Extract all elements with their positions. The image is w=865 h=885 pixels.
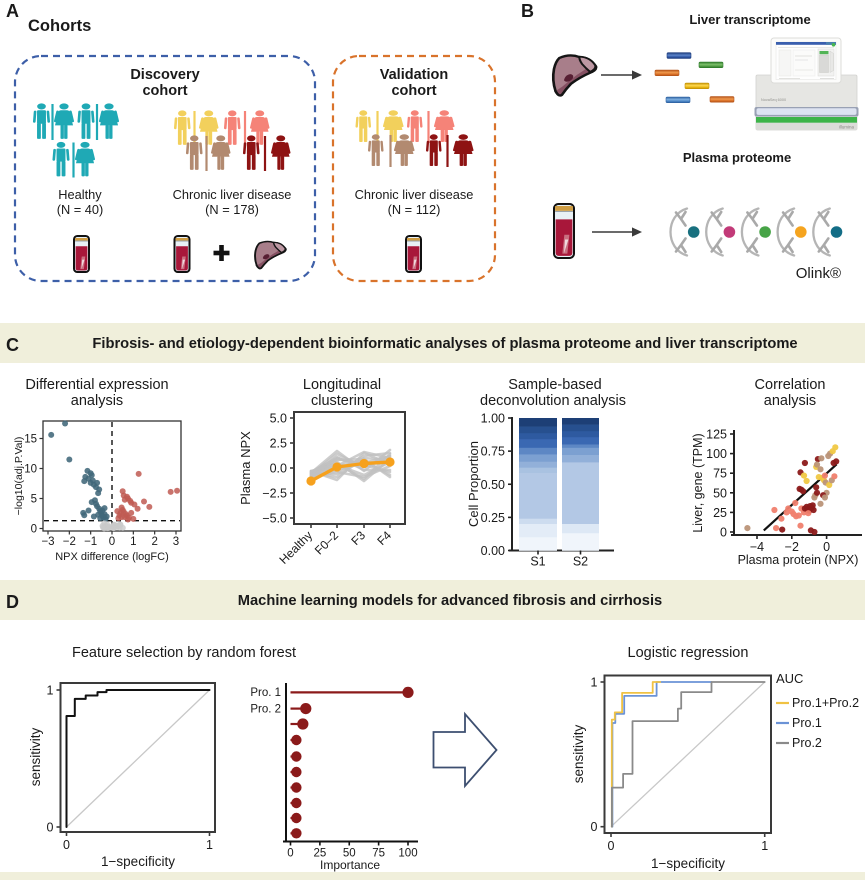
svg-text:25: 25 (713, 506, 727, 520)
svg-text:125: 125 (706, 428, 727, 442)
svg-text:Machine learning models for ad: Machine learning models for advanced fib… (238, 593, 662, 609)
svg-text:Liver transcriptome: Liver transcriptome (689, 12, 810, 27)
svg-text:Discovery: Discovery (130, 67, 199, 83)
svg-text:deconvolution analysis: deconvolution analysis (480, 393, 626, 409)
svg-text:0: 0 (823, 540, 830, 554)
svg-text:cohort: cohort (391, 83, 436, 99)
svg-text:5: 5 (31, 494, 37, 506)
svg-text:AUC: AUC (776, 671, 803, 686)
svg-text:75: 75 (713, 467, 727, 481)
svg-text:−2: −2 (63, 536, 76, 548)
svg-text:Liver, gene (TPM): Liver, gene (TPM) (691, 433, 705, 532)
svg-text:0.00: 0.00 (481, 544, 505, 558)
svg-text:1: 1 (206, 838, 213, 852)
svg-text:Cohorts: Cohorts (28, 17, 91, 35)
svg-text:clustering: clustering (311, 393, 373, 409)
svg-text:NovaSeq 6000: NovaSeq 6000 (761, 98, 786, 102)
svg-text:−log10(adj.P.Val): −log10(adj.P.Val) (13, 437, 25, 516)
svg-text:15: 15 (24, 434, 37, 446)
svg-text:−2: −2 (785, 540, 799, 554)
svg-text:sensitivity: sensitivity (571, 724, 586, 783)
svg-text:−5.0: −5.0 (262, 512, 287, 526)
svg-text:Chronic liver disease: Chronic liver disease (355, 187, 474, 202)
svg-text:cohort: cohort (142, 83, 187, 99)
svg-text:Plasma protein (NPX): Plasma protein (NPX) (738, 553, 859, 567)
svg-text:50: 50 (713, 486, 727, 500)
svg-text:Differential expression: Differential expression (25, 377, 168, 393)
svg-text:−2.5: −2.5 (262, 487, 287, 501)
svg-text:NPX difference (logFC): NPX difference (logFC) (55, 551, 169, 563)
svg-text:0: 0 (109, 536, 115, 548)
svg-text:Longitudinal: Longitudinal (303, 377, 381, 393)
svg-text:0: 0 (720, 526, 727, 540)
svg-text:D: D (6, 592, 19, 612)
svg-text:Plasma NPX: Plasma NPX (238, 431, 253, 505)
svg-text:Importance: Importance (320, 858, 380, 872)
svg-text:0: 0 (31, 524, 37, 536)
svg-text:Pro.2: Pro.2 (792, 736, 822, 750)
svg-text:analysis: analysis (71, 393, 123, 409)
svg-text:Validation: Validation (380, 67, 449, 83)
svg-text:Pro.1: Pro.1 (792, 716, 822, 730)
svg-text:0.0: 0.0 (270, 462, 287, 476)
svg-text:1: 1 (761, 839, 768, 853)
svg-text:Pro.1+Pro.2: Pro.1+Pro.2 (792, 696, 859, 710)
svg-text:−3: −3 (41, 536, 54, 548)
svg-text:analysis: analysis (764, 393, 816, 409)
svg-text:Healthy: Healthy (58, 187, 102, 202)
svg-text:75: 75 (372, 848, 385, 860)
svg-text:100: 100 (706, 447, 727, 461)
svg-text:2: 2 (151, 536, 157, 548)
svg-text:0.50: 0.50 (481, 478, 505, 492)
svg-text:Plasma proteome: Plasma proteome (683, 150, 791, 165)
svg-text:Correlation: Correlation (755, 377, 826, 393)
svg-text:C: C (6, 335, 19, 355)
svg-text:1: 1 (591, 676, 598, 690)
svg-text:Feature selection by random fo: Feature selection by random forest (72, 645, 296, 661)
svg-text:(N = 178): (N = 178) (205, 202, 259, 217)
svg-text:2.5: 2.5 (270, 437, 287, 451)
svg-text:Fibrosis- and etiology-depende: Fibrosis- and etiology-dependent bioinfo… (92, 336, 797, 352)
svg-text:0: 0 (47, 821, 54, 835)
svg-text:0.25: 0.25 (481, 511, 505, 525)
svg-text:Pro. 2: Pro. 2 (250, 704, 281, 716)
svg-text:S1: S1 (530, 555, 545, 569)
svg-text:A: A (6, 1, 19, 21)
svg-text:S2: S2 (573, 555, 588, 569)
svg-text:Cell Proportion: Cell Proportion (466, 441, 481, 527)
svg-text:Logistic regression: Logistic regression (628, 645, 749, 661)
svg-text:0: 0 (63, 838, 70, 852)
svg-text:0.75: 0.75 (481, 445, 505, 459)
svg-text:3: 3 (173, 536, 179, 548)
svg-text:1−specificity: 1−specificity (101, 854, 175, 869)
svg-text:Olink®: Olink® (796, 265, 841, 282)
svg-text:B: B (521, 1, 534, 21)
svg-text:illumina: illumina (839, 125, 855, 130)
svg-text:0: 0 (608, 839, 615, 853)
svg-text:(N = 40): (N = 40) (57, 202, 104, 217)
svg-text:Chronic liver disease: Chronic liver disease (173, 187, 292, 202)
svg-text:0: 0 (287, 848, 293, 860)
svg-text:1−specificity: 1−specificity (651, 856, 725, 871)
svg-text:0: 0 (591, 820, 598, 834)
svg-text:25: 25 (313, 848, 326, 860)
svg-text:1.00: 1.00 (481, 412, 505, 426)
svg-text:50: 50 (343, 848, 356, 860)
svg-text:(N = 112): (N = 112) (388, 202, 441, 217)
svg-text:10: 10 (24, 464, 37, 476)
svg-text:1: 1 (130, 536, 136, 548)
svg-text:−4: −4 (750, 540, 764, 554)
svg-text:Pro. 1: Pro. 1 (250, 687, 281, 699)
svg-text:1: 1 (47, 684, 54, 698)
svg-text:5.0: 5.0 (270, 412, 287, 426)
svg-text:100: 100 (398, 848, 417, 860)
svg-text:Sample-based: Sample-based (508, 377, 602, 393)
svg-text:sensitivity: sensitivity (28, 727, 43, 786)
svg-text:−1: −1 (84, 536, 97, 548)
